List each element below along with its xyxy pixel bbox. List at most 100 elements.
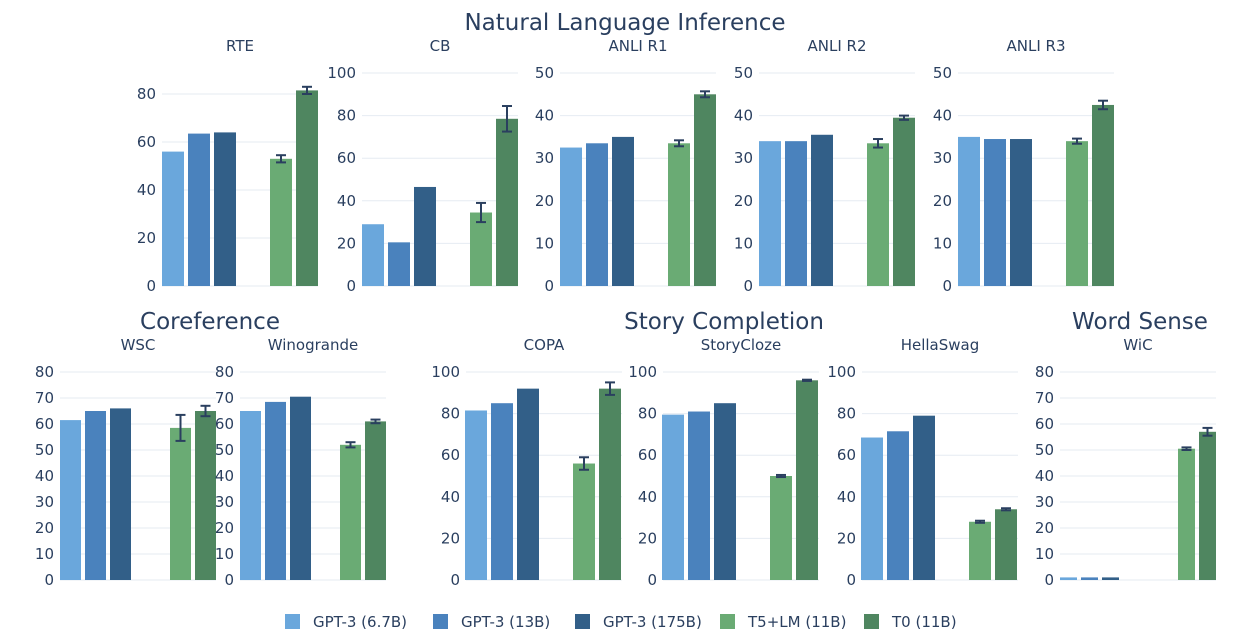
y-tick-label: 50 bbox=[933, 64, 952, 82]
bar-gpt-3-6-7b- bbox=[240, 411, 261, 580]
legend-label: T5+LM (11B) bbox=[747, 613, 846, 631]
legend-item[interactable]: T0 (11B) bbox=[864, 613, 957, 631]
y-tick-label: 30 bbox=[35, 493, 54, 511]
bar-t0-11b- bbox=[995, 509, 1017, 580]
bar-t5-lm-11b- bbox=[470, 212, 492, 286]
legend-swatch bbox=[575, 614, 590, 629]
y-tick-label: 50 bbox=[734, 64, 753, 82]
y-tick-label: 0 bbox=[146, 277, 156, 295]
bar-t0-11b- bbox=[599, 388, 621, 580]
y-tick-label: 80 bbox=[137, 85, 156, 103]
error-bar bbox=[1072, 137, 1082, 145]
legend-item[interactable]: GPT-3 (6.7B) bbox=[285, 613, 407, 631]
y-tick-label: 30 bbox=[1035, 493, 1054, 511]
bar-t5-lm-11b- bbox=[668, 143, 690, 286]
bar-gpt-3-6-7b- bbox=[465, 410, 487, 580]
bar-t5-lm-11b- bbox=[270, 158, 292, 286]
subplot-title: StoryCloze bbox=[701, 336, 782, 354]
y-tick-label: 100 bbox=[628, 363, 657, 381]
bar-gpt-3-6-7b- bbox=[1060, 577, 1077, 580]
y-tick-label: 10 bbox=[1035, 545, 1054, 563]
y-tick-label: 70 bbox=[1035, 389, 1054, 407]
y-tick-label: 30 bbox=[535, 149, 554, 167]
bar-gpt-3-6-7b- bbox=[958, 136, 980, 286]
y-tick-label: 80 bbox=[35, 363, 54, 381]
legend-item[interactable]: T5+LM (11B) bbox=[720, 613, 846, 631]
y-tick-label: 10 bbox=[933, 234, 952, 252]
error-bar bbox=[276, 154, 286, 164]
error-bar bbox=[1098, 99, 1108, 111]
subplot-title: ANLI R1 bbox=[609, 37, 668, 55]
legend-item[interactable]: GPT-3 (13B) bbox=[433, 613, 550, 631]
legend-item[interactable]: GPT-3 (175B) bbox=[575, 613, 702, 631]
y-tick-label: 40 bbox=[837, 488, 856, 506]
subplots: 020406080RTE020406080100CB01020304050ANL… bbox=[35, 37, 1216, 589]
subplot-title: CB bbox=[430, 37, 451, 55]
y-tick-label: 80 bbox=[638, 405, 657, 423]
y-tick-label: 0 bbox=[544, 277, 554, 295]
bar-gpt-3-13b- bbox=[265, 401, 286, 580]
bar-t0-11b- bbox=[694, 94, 716, 286]
error-bar bbox=[674, 139, 684, 148]
error-bar bbox=[175, 413, 186, 442]
subplot-anli-r3: 0 10 20 30 40 50 ANLI R3 bbox=[933, 37, 1114, 295]
bar-gpt-3-175b- bbox=[214, 132, 236, 286]
bar-t5-lm-11b- bbox=[1178, 448, 1195, 580]
bar-gpt-3-13b- bbox=[688, 411, 710, 580]
error-bar bbox=[873, 138, 883, 149]
y-tick-label: 60 bbox=[337, 149, 356, 167]
bar-gpt-3-175b- bbox=[110, 408, 131, 580]
y-tick-label: 0 bbox=[942, 277, 952, 295]
legend-swatch bbox=[720, 614, 735, 629]
y-tick-label: 20 bbox=[1035, 519, 1054, 537]
legend-label: T0 (11B) bbox=[891, 613, 957, 631]
y-tick-label: 60 bbox=[1035, 415, 1054, 433]
legend-label: GPT-3 (175B) bbox=[603, 613, 702, 631]
subplot-title: WSC bbox=[121, 336, 156, 354]
bar-gpt-3-175b- bbox=[1010, 139, 1032, 286]
y-tick-label: 0 bbox=[1044, 571, 1054, 589]
y-tick-label: 80 bbox=[337, 107, 356, 125]
subplot-anli-r2: 0 10 20 30 40 50 ANLI R2 bbox=[734, 37, 915, 295]
error-bar bbox=[302, 85, 312, 95]
y-tick-label: 40 bbox=[215, 467, 234, 485]
error-bar bbox=[370, 418, 381, 425]
y-tick-label: 80 bbox=[837, 405, 856, 423]
group-title-story: Story Completion bbox=[624, 309, 824, 335]
legend-swatch bbox=[864, 614, 879, 629]
error-bar bbox=[1202, 426, 1213, 437]
y-tick-label: 20 bbox=[337, 234, 356, 252]
group-title-nli: Natural Language Inference bbox=[464, 10, 785, 36]
y-tick-label: 30 bbox=[734, 149, 753, 167]
subplot-title: WiC bbox=[1123, 336, 1152, 354]
y-tick-label: 100 bbox=[327, 64, 356, 82]
bar-gpt-3-175b- bbox=[517, 388, 539, 580]
y-tick-label: 60 bbox=[837, 446, 856, 464]
bar-gpt-3-13b- bbox=[1081, 577, 1098, 580]
bar-gpt-3-13b- bbox=[85, 411, 106, 580]
y-tick-label: 10 bbox=[215, 545, 234, 563]
subplot-wsc: 0 10 20 30 40 50 60 70 80 WSC bbox=[35, 336, 216, 589]
y-tick-label: 40 bbox=[1035, 467, 1054, 485]
y-tick-label: 0 bbox=[450, 571, 460, 589]
subplot-winogrande: 0 10 20 30 40 50 60 70 80 Winogrande bbox=[215, 336, 386, 589]
y-tick-label: 80 bbox=[441, 405, 460, 423]
y-tick-label: 40 bbox=[933, 107, 952, 125]
y-tick-label: 0 bbox=[224, 571, 234, 589]
bar-t0-11b- bbox=[1092, 104, 1114, 286]
bar-gpt-3-6-7b- bbox=[60, 420, 81, 580]
error-bar bbox=[579, 456, 589, 471]
y-tick-label: 60 bbox=[215, 415, 234, 433]
y-tick-label: 20 bbox=[35, 519, 54, 537]
y-tick-label: 30 bbox=[933, 149, 952, 167]
y-tick-label: 0 bbox=[346, 277, 356, 295]
y-tick-label: 20 bbox=[137, 229, 156, 247]
y-tick-label: 20 bbox=[933, 192, 952, 210]
subplot-title: HellaSwag bbox=[901, 336, 980, 354]
bar-t5-lm-11b- bbox=[867, 143, 889, 286]
bar-gpt-3-13b- bbox=[388, 242, 410, 286]
bar-gpt-3-13b- bbox=[586, 143, 608, 286]
bar-gpt-3-175b- bbox=[913, 415, 935, 580]
y-tick-label: 40 bbox=[638, 488, 657, 506]
